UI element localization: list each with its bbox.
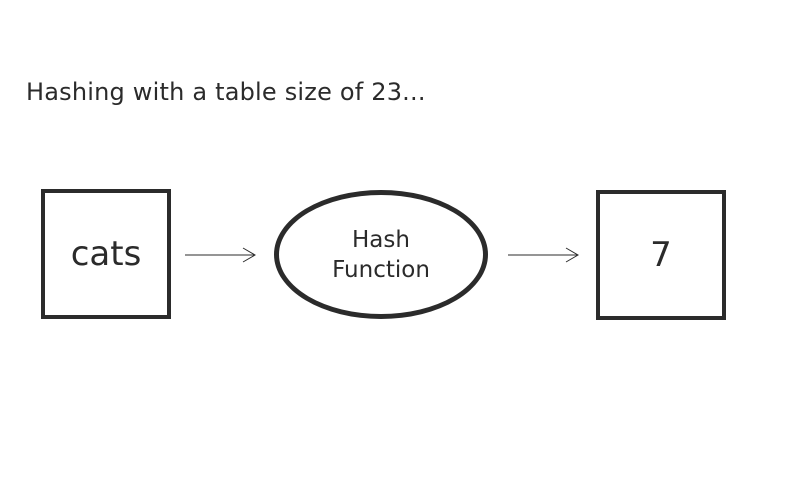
input-key-label: cats — [70, 234, 142, 274]
output-index-label: 7 — [650, 235, 672, 275]
hash-function-label-line1: Hash — [352, 226, 410, 253]
input-key-box: cats — [41, 189, 171, 319]
hash-function-label-line2: Function — [332, 256, 430, 283]
diagram-caption: Hashing with a table size of 23... — [26, 78, 426, 106]
hash-function-ellipse: Hash Function — [274, 190, 488, 319]
output-index-box: 7 — [596, 190, 726, 320]
arrow-input-to-function — [185, 247, 256, 263]
arrow-function-to-output — [508, 247, 579, 263]
